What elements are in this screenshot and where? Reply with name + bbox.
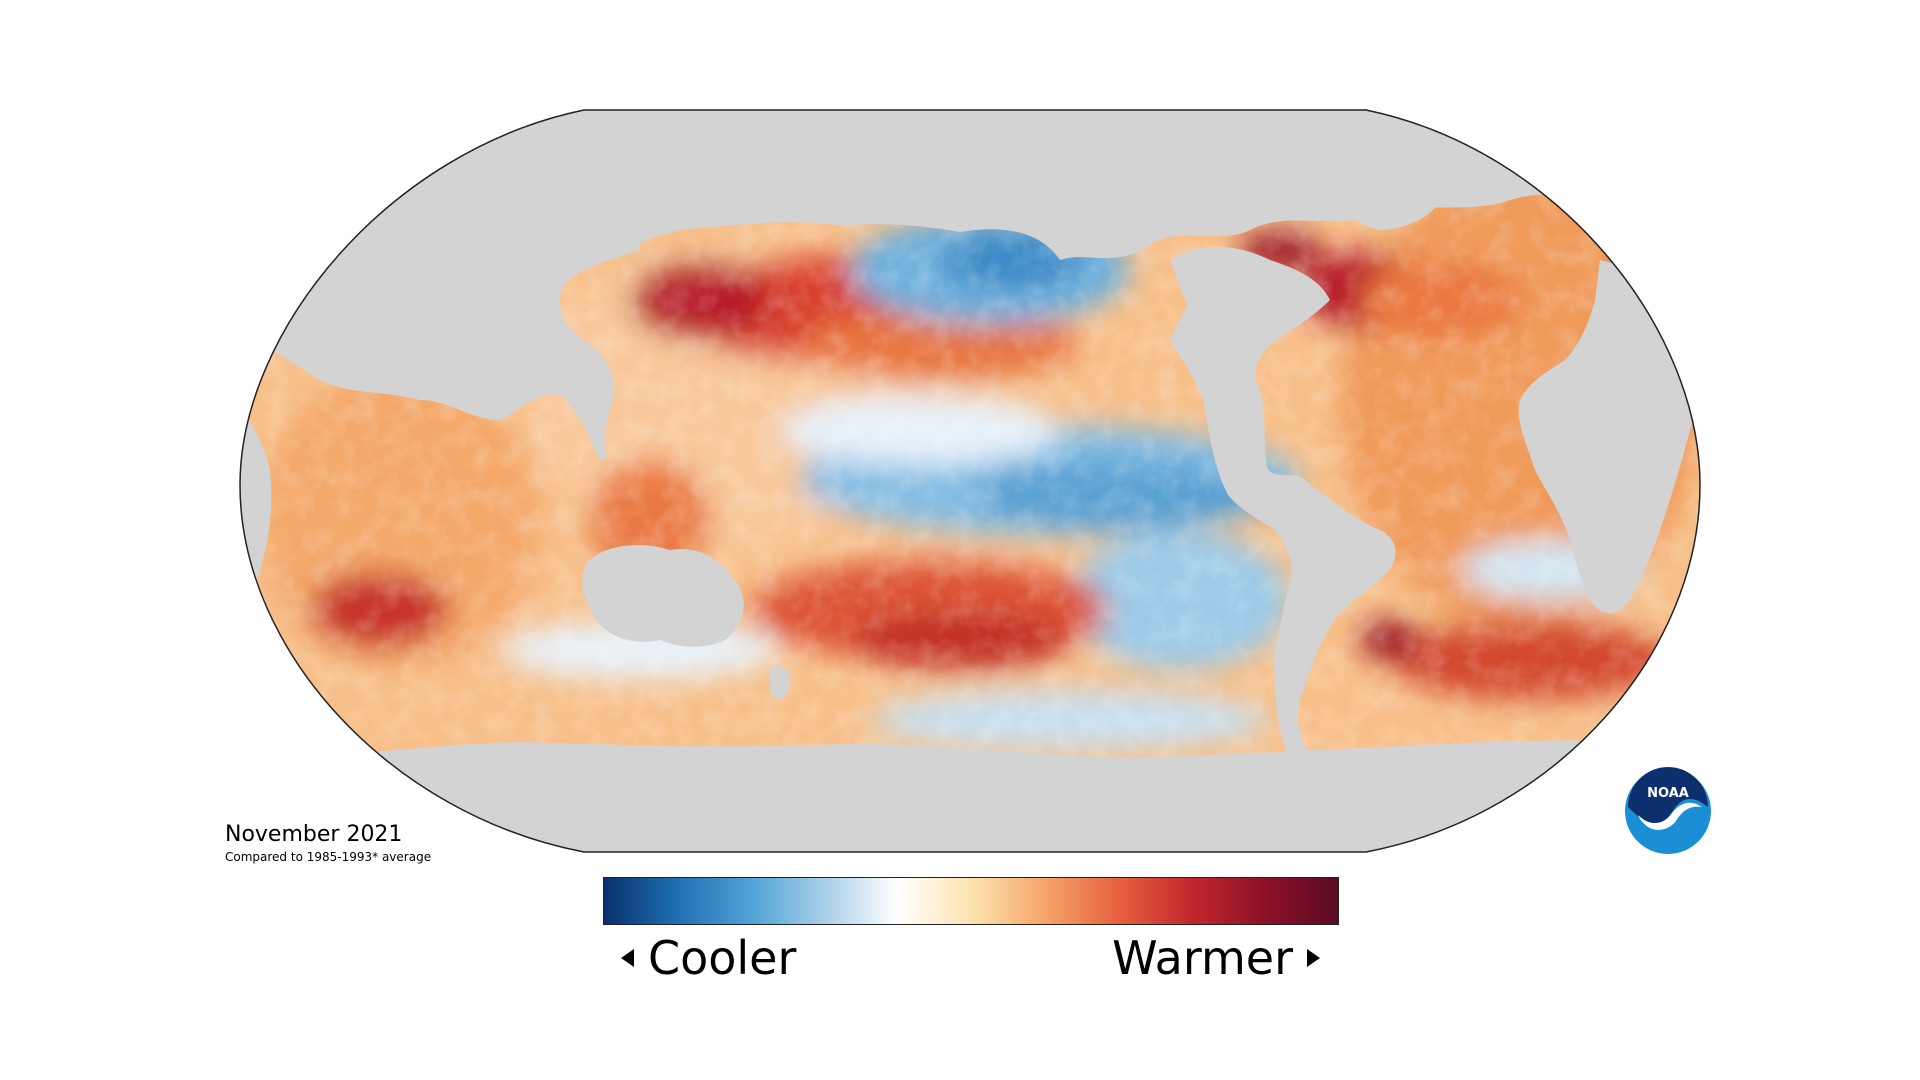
globe [240, 110, 1700, 852]
noaa-logo: NOAA [1625, 767, 1711, 854]
cooler-label-group: Cooler [621, 930, 796, 986]
globe-outline [239, 109, 1701, 853]
warmer-label-group: Warmer [1112, 930, 1320, 986]
cooler-label: Cooler [648, 931, 797, 985]
right-arrow-icon [1307, 949, 1320, 967]
temperature-colorbar [603, 877, 1339, 925]
date-label: November 2021 [225, 822, 403, 847]
warmer-label: Warmer [1112, 931, 1293, 985]
noaa-logo-text: NOAA [1647, 786, 1689, 801]
left-arrow-icon [621, 949, 634, 967]
baseline-note: Compared to 1985-1993* average [225, 850, 432, 864]
